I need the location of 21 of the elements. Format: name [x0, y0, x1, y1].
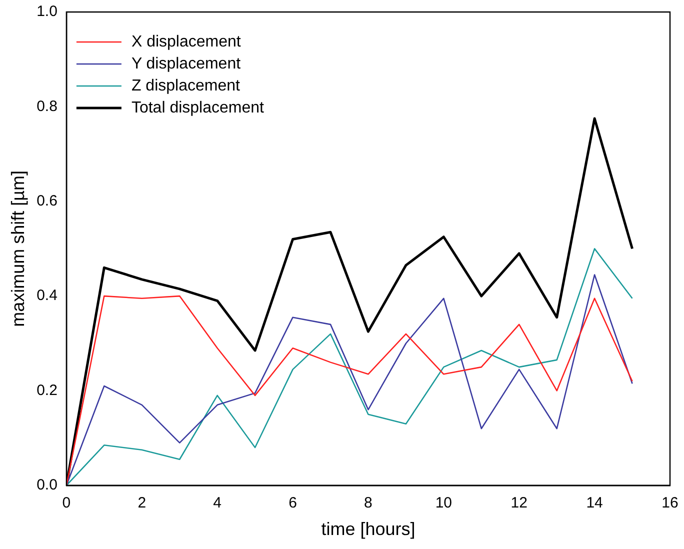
- x-tick-label: 2: [138, 494, 146, 512]
- x-tick-label: 6: [288, 494, 297, 512]
- legend-label: Z displacement: [131, 77, 240, 94]
- legend-label: Y displacement: [131, 55, 242, 72]
- y-tick-label: 0.6: [36, 192, 58, 210]
- y-tick-label: 0.8: [36, 98, 58, 115]
- x-tick-label: 16: [662, 494, 678, 512]
- y-axis-title: maximum shift [µm]: [8, 170, 28, 327]
- y-tick-label: 0.2: [36, 382, 58, 399]
- legend-label: X displacement: [131, 33, 242, 50]
- x-tick-label: 12: [510, 494, 528, 512]
- y-tick-label: 0.4: [36, 287, 58, 304]
- x-axis-title: time [hours]: [321, 519, 416, 540]
- x-tick-label: 8: [364, 494, 372, 512]
- x-tick-label: 4: [213, 494, 222, 512]
- legend-label: Total displacement: [131, 99, 265, 116]
- x-tick-label: 10: [435, 494, 452, 512]
- y-tick-label: 1.0: [36, 3, 58, 20]
- x-tick-label: 0: [62, 494, 71, 512]
- x-tick-label: 14: [586, 494, 603, 512]
- y-tick-label: 0.0: [36, 476, 58, 494]
